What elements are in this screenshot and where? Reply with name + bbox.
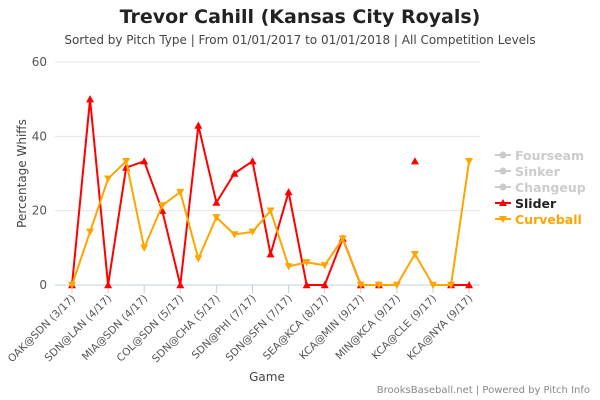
legend-label: Curveball [515, 211, 582, 227]
y-tick-label: 20 [32, 204, 47, 218]
curveball-point [176, 188, 185, 197]
legend-symbol-icon [495, 199, 511, 206]
curveball-point [338, 235, 347, 243]
slider-point [410, 157, 419, 165]
y-tick-label: 60 [32, 55, 47, 69]
x-tick-label: MIN@KCA (9/17) [333, 293, 403, 363]
slider-point [302, 281, 311, 289]
slider-point [194, 121, 203, 129]
slider-point [230, 169, 239, 177]
chart-title: Trevor Cahill (Kansas City Royals) [119, 6, 481, 28]
curveball-point [410, 250, 419, 259]
x-tick-label: COL@SDN (5/17) [115, 293, 187, 365]
legend-symbol-icon [495, 151, 511, 159]
legend-item-slider[interactable]: Slider [495, 195, 586, 211]
slider-point [465, 281, 474, 289]
slider-point [284, 188, 293, 196]
x-tick-label: OAK@SDN (3/17) [6, 293, 78, 365]
curveball-point [140, 244, 149, 252]
legend-label: Changeup [515, 179, 586, 195]
legend-item-changeup[interactable]: Changeup [495, 179, 586, 195]
credit-text: BrooksBaseball.net | Powered by Pitch In… [376, 385, 590, 396]
curveball-point [356, 281, 365, 289]
x-tick-label: KCA@NYA (9/17) [405, 293, 475, 363]
x-tick-label: SDN@LAN (4/17) [43, 293, 115, 365]
curveball-point [465, 158, 474, 166]
y-axis-label: Percentage Whiffs [15, 119, 29, 228]
legend-item-sinker[interactable]: Sinker [495, 163, 586, 179]
curveball-point [212, 214, 221, 222]
y-tick-label: 40 [32, 129, 47, 143]
x-tick-label: MIA@SDN (4/17) [80, 293, 150, 363]
legend-item-fourseam[interactable]: Fourseam [495, 147, 586, 163]
curveball-point [320, 262, 329, 270]
x-tick-label: SDN@SFN (7/17) [223, 293, 294, 364]
x-tick-label: SEA@KCA (8/17) [261, 293, 331, 363]
slider-line [71, 99, 379, 286]
curveball-point [230, 231, 239, 239]
curveball-point [374, 281, 383, 289]
legend-symbol-icon [495, 183, 511, 191]
legend-symbol-icon [495, 216, 511, 223]
curveball-point [122, 158, 131, 166]
x-axis-label: Game [249, 370, 285, 384]
slider-point [248, 157, 257, 165]
x-tick-label: KCA@MIN (9/17) [297, 293, 367, 363]
legend-label: Fourseam [515, 147, 585, 163]
slider-point [320, 281, 329, 289]
curveball-point [86, 228, 95, 236]
legend-symbol-icon [495, 167, 511, 175]
y-tick-label: 0 [39, 278, 47, 292]
slider-point [176, 281, 185, 289]
legend-label: Slider [515, 195, 557, 211]
curveball-point [429, 281, 437, 289]
legend: Fourseam Sinker Changeup Slider Curveball [495, 147, 586, 227]
curveball-point [158, 202, 167, 210]
curveball-point [194, 255, 203, 263]
curveball-point [447, 281, 456, 289]
curveball-point [104, 175, 113, 183]
slider-point [104, 281, 113, 289]
curveball-point [302, 259, 311, 267]
slider-point [140, 157, 149, 165]
slider-point [212, 198, 221, 206]
curveball-point [392, 281, 401, 289]
legend-label: Sinker [515, 163, 560, 179]
x-tick-label: SDN@CHA (5/17) [150, 293, 223, 366]
slider-point [86, 95, 95, 103]
chart-subtitle: Sorted by Pitch Type | From 01/01/2017 t… [64, 33, 536, 47]
curveball-point [266, 207, 275, 215]
curveball-line [71, 159, 471, 286]
slider-point [266, 250, 275, 258]
curveball-point [248, 228, 257, 236]
x-tick-label: KCA@CLE (9/17) [370, 293, 439, 362]
curveball-point [68, 281, 76, 289]
curveball-point [284, 263, 293, 271]
legend-item-curveball[interactable]: Curveball [495, 211, 586, 227]
x-tick-label: SDN@PHI (7/17) [190, 293, 259, 362]
